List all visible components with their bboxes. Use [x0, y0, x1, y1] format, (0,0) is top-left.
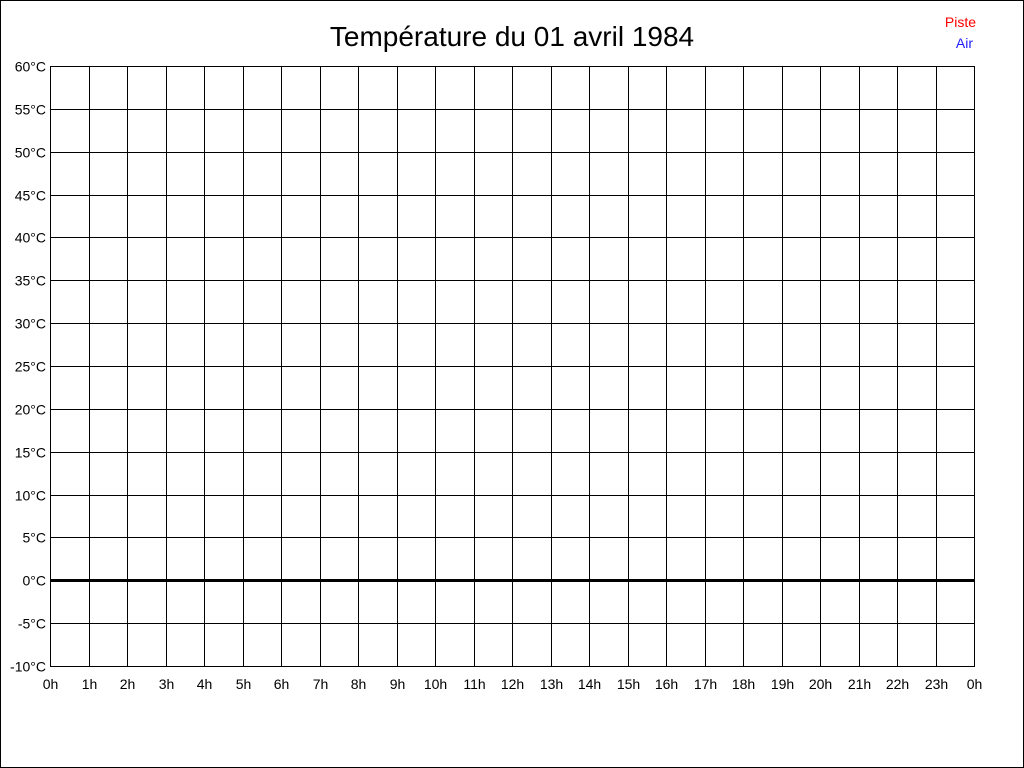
x-axis-ticks: 0h 1h 2h 3h 4h 5h 6h 7h 8h 9h 10h 11h 12h 13h 14h 15h 16… [43, 676, 983, 692]
x-tick-label: 16h [655, 676, 678, 692]
y-tick-label: 55°C [15, 102, 46, 118]
x-tick-label: 22h [886, 676, 909, 692]
y-axis-ticks: 60°C 55°C 50°C 45°C 40°C 35°C 30°C 25°C 20°C 15°C… [10, 59, 46, 675]
y-tick-label: 40°C [15, 230, 46, 246]
x-tick-label: 18h [732, 676, 755, 692]
x-tick-label: 23h [925, 676, 948, 692]
x-tick-label: 12h [501, 676, 524, 692]
y-tick-label: 30°C [15, 316, 46, 332]
x-tick-label: 10h [424, 676, 447, 692]
y-tick-label: 10°C [15, 488, 46, 504]
y-tick-label: 25°C [15, 359, 46, 375]
x-tick-label: 7h [313, 676, 329, 692]
y-tick-label: 45°C [15, 188, 46, 204]
x-tick-label: 20h [809, 676, 832, 692]
x-tick-label: 1h [82, 676, 98, 692]
x-tick-label: 17h [694, 676, 717, 692]
legend-air: Air [956, 35, 973, 51]
x-tick-label: 11h [463, 676, 485, 692]
y-tick-label: 5°C [23, 530, 47, 546]
y-tick-label: 60°C [15, 59, 46, 75]
x-tick-label: 3h [159, 676, 175, 692]
x-tick-label: 15h [617, 676, 640, 692]
grid [50, 66, 975, 667]
y-tick-label: 50°C [15, 145, 46, 161]
y-tick-label: 15°C [15, 445, 46, 461]
x-tick-label: 21h [848, 676, 871, 692]
x-tick-label: 4h [197, 676, 213, 692]
y-tick-label: -10°C [10, 659, 46, 675]
x-tick-label: 8h [351, 676, 367, 692]
x-tick-label: 9h [390, 676, 406, 692]
x-tick-label: 14h [578, 676, 601, 692]
x-tick-label: 0h [967, 676, 983, 692]
x-tick-label: 2h [120, 676, 136, 692]
x-tick-label: 19h [771, 676, 794, 692]
chart-title: Température du 01 avril 1984 [330, 21, 694, 52]
x-tick-label: 5h [236, 676, 252, 692]
x-tick-label: 13h [540, 676, 563, 692]
y-tick-label: 20°C [15, 402, 46, 418]
y-tick-label: -5°C [18, 616, 46, 632]
y-tick-label: 0°C [23, 573, 47, 589]
x-tick-label: 0h [43, 676, 59, 692]
y-tick-label: 35°C [15, 273, 46, 289]
legend-piste: Piste [945, 14, 976, 30]
x-tick-label: 6h [274, 676, 290, 692]
